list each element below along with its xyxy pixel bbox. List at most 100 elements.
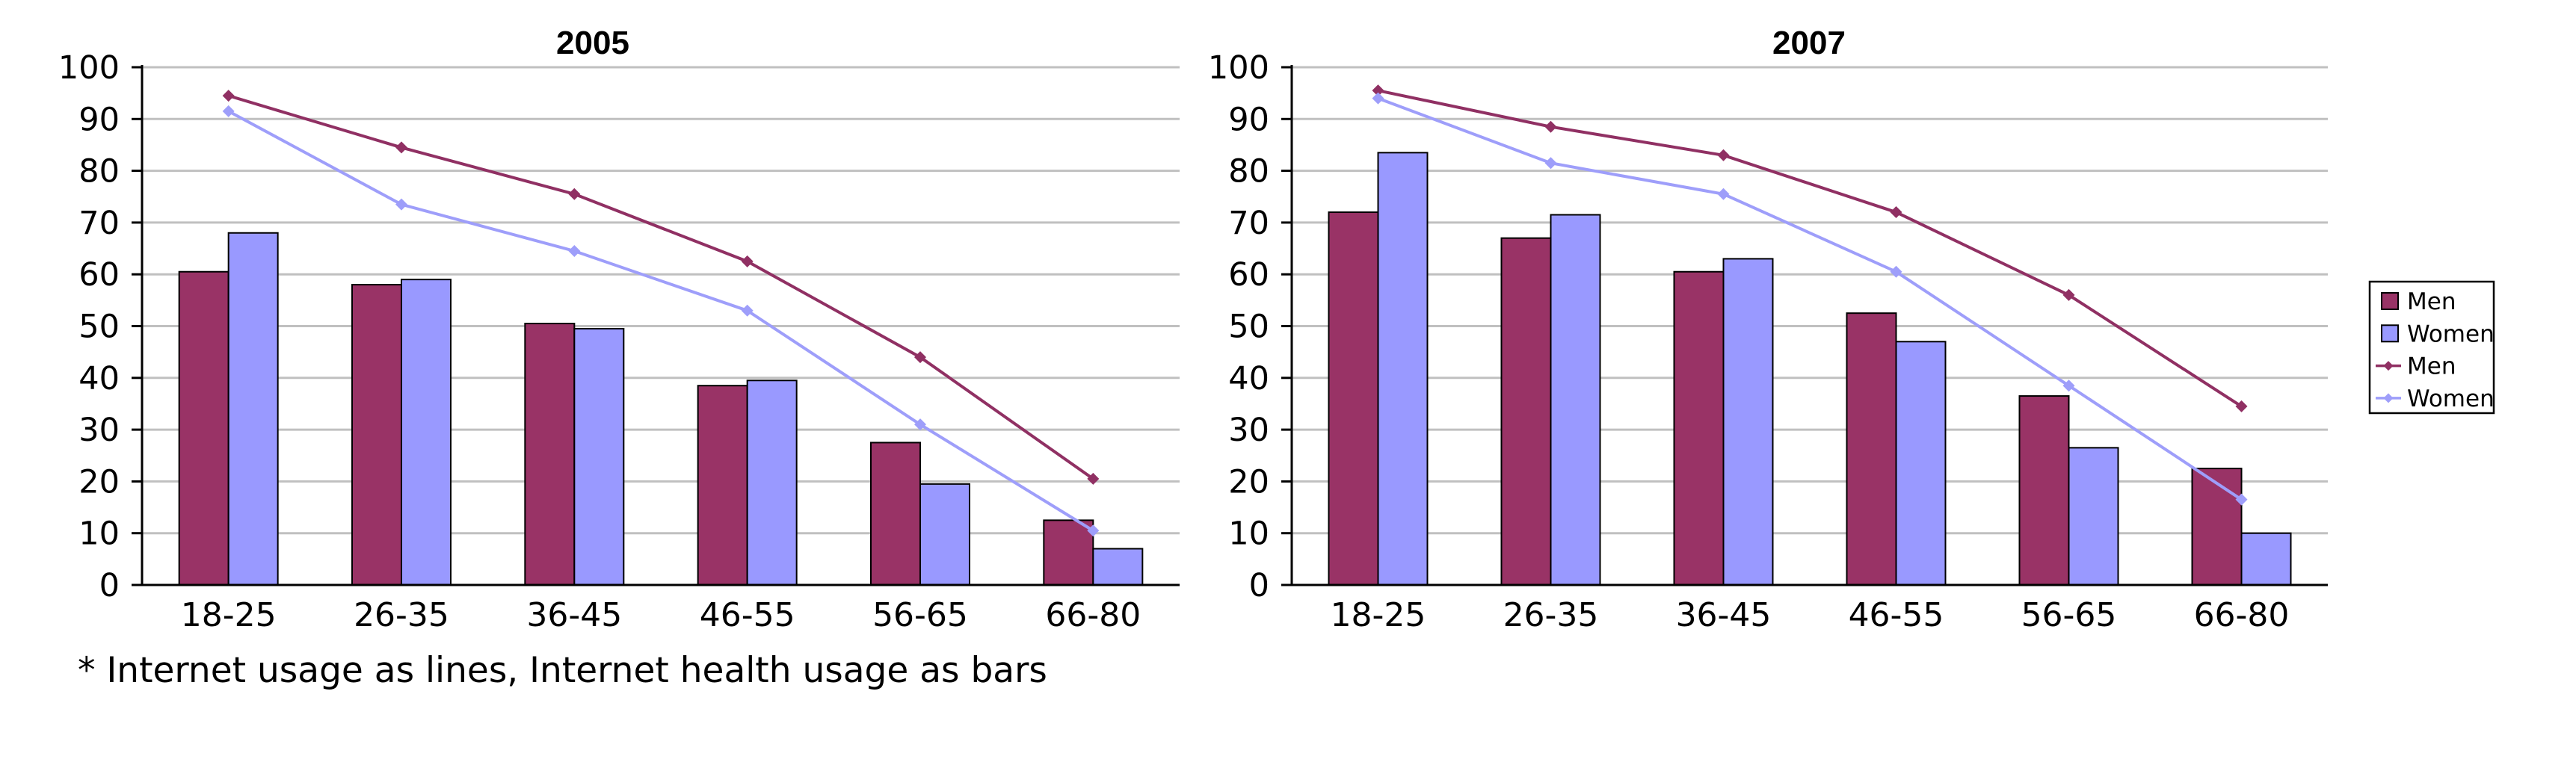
x-tick-label-18-25: 18-25 bbox=[181, 596, 277, 634]
footnote: * Internet usage as lines, Internet heal… bbox=[78, 650, 1047, 691]
marker-women-66-80 bbox=[1087, 524, 1100, 537]
marker-women-36-45 bbox=[1717, 188, 1730, 200]
bar-men-18-25 bbox=[1328, 211, 1379, 586]
x-tick-label-18-25: 18-25 bbox=[1331, 596, 1426, 634]
bar-men-56-65 bbox=[2018, 395, 2070, 586]
legend-swatch-women-bar bbox=[2381, 324, 2399, 343]
y-tick-label-80: 80 bbox=[78, 153, 120, 191]
marker-women-26-35 bbox=[1544, 157, 1557, 170]
x-tick-label-46-55: 46-55 bbox=[1849, 596, 1944, 634]
x-tick-label-36-45: 36-45 bbox=[526, 596, 622, 634]
marker-men-66-80 bbox=[2235, 400, 2248, 412]
marker-women-18-25 bbox=[1372, 92, 1384, 105]
bar-women-18-25 bbox=[227, 232, 279, 586]
bar-men-36-45 bbox=[524, 323, 576, 586]
marker-men-66-80 bbox=[1087, 472, 1100, 485]
line-men bbox=[1378, 89, 2243, 408]
marker-women-46-55 bbox=[741, 304, 754, 317]
marker-women-46-55 bbox=[1890, 265, 1902, 278]
legend-label: Women bbox=[2407, 320, 2495, 347]
legend-marker-men bbox=[2383, 361, 2394, 371]
marker-men-26-35 bbox=[1544, 120, 1557, 133]
chart-2005: 0 10 20 30 40 50 60 70 80 90 100 18-25 26-35 36-45 46-… bbox=[58, 25, 1180, 634]
bar-women-26-35 bbox=[401, 279, 452, 586]
y-tick-label-60: 60 bbox=[1228, 256, 1269, 294]
x-tick-label-56-65: 56-65 bbox=[2021, 596, 2117, 634]
y-tick-label-100: 100 bbox=[1208, 49, 1269, 87]
legend-swatch-men-bar bbox=[2381, 292, 2399, 310]
line-women bbox=[1377, 96, 2243, 501]
bar-women-36-45 bbox=[1722, 258, 1774, 586]
bar-women-26-35 bbox=[1550, 214, 1601, 586]
bar-men-26-35 bbox=[1500, 237, 1552, 586]
bar-men-46-55 bbox=[697, 385, 748, 586]
y-tick-label-20: 20 bbox=[1228, 463, 1269, 501]
y-tick-label-90: 90 bbox=[78, 101, 120, 138]
x-tick-label-26-35: 26-35 bbox=[1503, 596, 1599, 634]
y-tick-label-40: 40 bbox=[78, 360, 120, 397]
y-tick-label-60: 60 bbox=[78, 256, 120, 294]
y-tick-label-70: 70 bbox=[1228, 205, 1269, 242]
y-tick-label-50: 50 bbox=[1228, 309, 1269, 346]
bar-men-66-80 bbox=[1043, 519, 1094, 586]
y-tick-label-80: 80 bbox=[1228, 153, 1269, 191]
marker-women-66-80 bbox=[2235, 493, 2248, 506]
legend-label: Men bbox=[2407, 353, 2456, 380]
y-tick-label-100: 100 bbox=[58, 49, 120, 87]
bar-men-36-45 bbox=[1673, 270, 1725, 586]
marker-men-56-65 bbox=[2062, 288, 2075, 301]
marker-men-36-45 bbox=[1717, 149, 1730, 161]
bar-men-26-35 bbox=[351, 284, 402, 586]
marker-men-18-25 bbox=[1372, 84, 1384, 97]
chart-title-2005: 2005 bbox=[556, 25, 629, 61]
marker-women-18-25 bbox=[222, 105, 235, 117]
y-tick-label-10: 10 bbox=[78, 515, 120, 553]
bar-women-18-25 bbox=[1377, 152, 1429, 586]
y-tick-label-30: 30 bbox=[1228, 412, 1269, 449]
bar-men-56-65 bbox=[870, 442, 921, 586]
marker-men-18-25 bbox=[222, 90, 235, 102]
bar-women-46-55 bbox=[746, 380, 798, 586]
bar-men-18-25 bbox=[178, 270, 229, 586]
y-tick-label-40: 40 bbox=[1228, 360, 1269, 397]
y-tick-label-50: 50 bbox=[78, 309, 120, 346]
legend: Men Women Men Women bbox=[2368, 280, 2495, 415]
x-tick-label-26-35: 26-35 bbox=[354, 596, 449, 634]
bar-men-66-80 bbox=[2191, 468, 2243, 586]
x-tick-label-66-80: 66-80 bbox=[2194, 596, 2290, 634]
bar-women-56-65 bbox=[2068, 447, 2119, 586]
line-women bbox=[227, 110, 1094, 532]
marker-women-56-65 bbox=[2062, 380, 2075, 392]
marker-men-46-55 bbox=[1890, 206, 1902, 219]
bar-men-46-55 bbox=[1846, 312, 1897, 586]
y-tick-label-30: 30 bbox=[78, 412, 120, 449]
x-tick-label-46-55: 46-55 bbox=[700, 596, 795, 634]
y-tick-label-0: 0 bbox=[1249, 567, 1269, 604]
marker-men-46-55 bbox=[741, 255, 754, 267]
line-men bbox=[228, 94, 1094, 480]
marker-men-56-65 bbox=[914, 351, 926, 364]
legend-label: Women bbox=[2407, 385, 2495, 412]
bar-women-46-55 bbox=[1895, 341, 1947, 586]
chart-title-2007: 2007 bbox=[1772, 25, 1846, 61]
bar-women-36-45 bbox=[573, 327, 625, 586]
y-tick-label-70: 70 bbox=[78, 205, 120, 242]
y-tick-label-0: 0 bbox=[99, 567, 120, 604]
y-tick-label-20: 20 bbox=[78, 463, 120, 501]
marker-men-36-45 bbox=[568, 188, 581, 200]
x-tick-label-56-65: 56-65 bbox=[872, 596, 968, 634]
x-tick-label-36-45: 36-45 bbox=[1676, 596, 1772, 634]
marker-women-26-35 bbox=[395, 198, 407, 211]
x-tick-label-66-80: 66-80 bbox=[1045, 596, 1141, 634]
y-tick-label-10: 10 bbox=[1228, 515, 1269, 553]
marker-women-36-45 bbox=[568, 245, 581, 258]
marker-women-56-65 bbox=[914, 418, 926, 431]
legend-label: Men bbox=[2407, 288, 2456, 315]
chart-2007: 0 10 20 30 40 50 60 70 80 90 100 18-25 26-35 36-45 46-… bbox=[1208, 25, 2328, 634]
legend-marker-women bbox=[2383, 393, 2394, 403]
bar-women-56-65 bbox=[919, 483, 970, 586]
marker-men-26-35 bbox=[395, 141, 407, 154]
bar-women-66-80 bbox=[2240, 532, 2292, 586]
